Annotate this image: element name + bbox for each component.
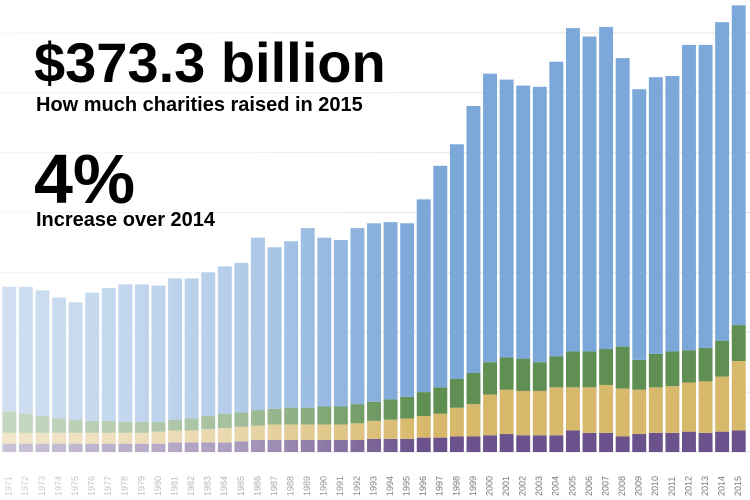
chart-title: $373.3 billion <box>34 31 386 94</box>
annotation: Increase over 2014 <box>36 209 216 231</box>
chart-subtitle: How much charities raised in 2015 <box>36 94 363 116</box>
headline: $373.3 billion How much charities raised… <box>34 31 386 231</box>
annotation: 4% <box>34 140 135 218</box>
